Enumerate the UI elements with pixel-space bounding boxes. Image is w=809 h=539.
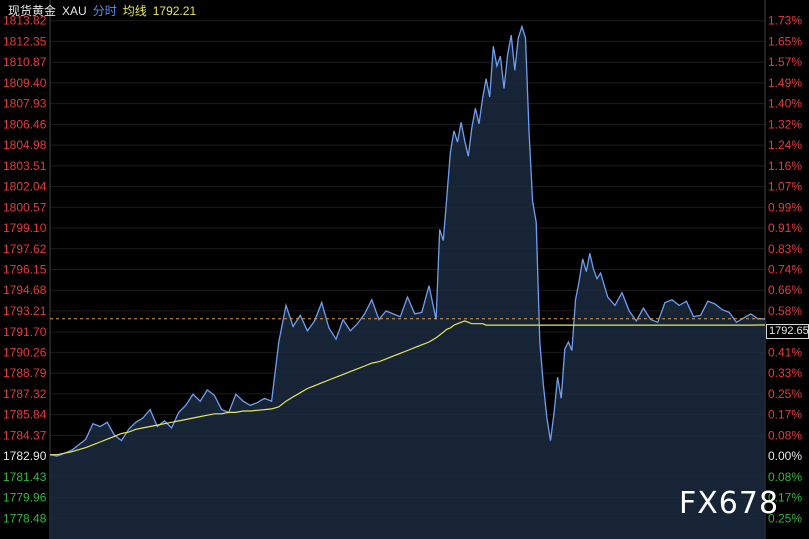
chart-header: 现货黄金 XAU 分时 均线 1792.21 (8, 2, 202, 19)
current-price-box: 1792.65 (766, 324, 809, 339)
left-tick-label: 1802.04 (3, 180, 47, 194)
right-tick-label: 1.16% (768, 159, 802, 173)
left-tick-label: 1800.57 (3, 200, 47, 214)
instrument-name: 现货黄金 (8, 4, 57, 18)
right-tick-label: 1.73% (768, 14, 802, 28)
left-tick-label: 1781.43 (3, 470, 47, 484)
right-tick-label: 0.25% (768, 387, 802, 401)
right-tick-label: 0.25% (768, 511, 802, 525)
right-tick-label: 0.66% (768, 283, 802, 297)
left-tick-label: 1779.96 (3, 490, 47, 504)
right-tick-label: 0.74% (768, 263, 802, 277)
right-tick-label: 0.17% (768, 408, 802, 422)
right-tick-label: 0.08% (768, 428, 802, 442)
left-tick-label: 1803.51 (3, 159, 47, 173)
left-tick-label: 1788.79 (3, 366, 47, 380)
watermark-logo: FX678 (679, 486, 780, 521)
left-tick-label: 1799.10 (3, 221, 47, 235)
left-tick-label: 1804.98 (3, 138, 47, 152)
left-tick-label: 1813.82 (3, 14, 47, 28)
right-tick-label: 0.83% (768, 242, 802, 256)
timeframe-mode[interactable]: 分时 (92, 4, 117, 18)
right-tick-label: 1.24% (768, 138, 802, 152)
left-tick-label: 1796.15 (3, 263, 47, 277)
right-tick-label: 0.58% (768, 304, 802, 318)
left-tick-label: 1812.35 (3, 34, 47, 48)
price-series-line (49, 24, 765, 457)
right-tick-label: 0.08% (768, 470, 802, 484)
right-tick-label: 0.00% (768, 449, 802, 463)
right-tick-label: 0.91% (768, 221, 802, 235)
left-tick-label: 1793.21 (3, 304, 47, 318)
left-tick-label: 1791.70 (3, 325, 47, 339)
left-tick-label: 1809.40 (3, 76, 47, 90)
average-series-line (50, 320, 765, 456)
right-tick-label: 1.40% (768, 97, 802, 111)
right-tick-label: 1.49% (768, 76, 802, 90)
average-label: 均线 (122, 4, 147, 18)
left-tick-label: 1778.48 (3, 511, 47, 525)
instrument-code: XAU (62, 4, 87, 18)
left-tick-label: 1807.93 (3, 97, 47, 111)
right-tick-label: 1.65% (768, 34, 802, 48)
right-tick-label: 0.33% (768, 366, 802, 380)
right-tick-label: 0.99% (768, 200, 802, 214)
left-tick-label: 1790.26 (3, 345, 47, 359)
average-value: 1792.21 (152, 4, 197, 18)
left-tick-label: 1785.84 (3, 408, 47, 422)
right-tick-label: 0.41% (768, 345, 802, 359)
right-tick-label: 0.17% (768, 490, 802, 504)
left-tick-label: 1794.68 (3, 283, 47, 297)
left-tick-label: 1797.62 (3, 242, 47, 256)
left-price-axis: 1813.82 1812.35 1810.87 1809.40 1807.93 1806.… (3, 14, 47, 526)
left-tick-label: 1810.87 (3, 55, 47, 69)
right-percent-axis: 1.73% 1.65% 1.57% 1.49% 1.40% 1.32% 1.24% 1.16%… (768, 14, 802, 526)
right-tick-label: 1.32% (768, 117, 802, 131)
right-tick-label: 1.07% (768, 180, 802, 194)
price-area-fill (50, 26, 765, 539)
right-tick-label: 1.57% (768, 55, 802, 69)
left-tick-label: 1782.90 (3, 449, 47, 463)
left-tick-label: 1806.46 (3, 117, 47, 131)
left-tick-label: 1787.32 (3, 387, 47, 401)
left-tick-label: 1784.37 (3, 428, 47, 442)
